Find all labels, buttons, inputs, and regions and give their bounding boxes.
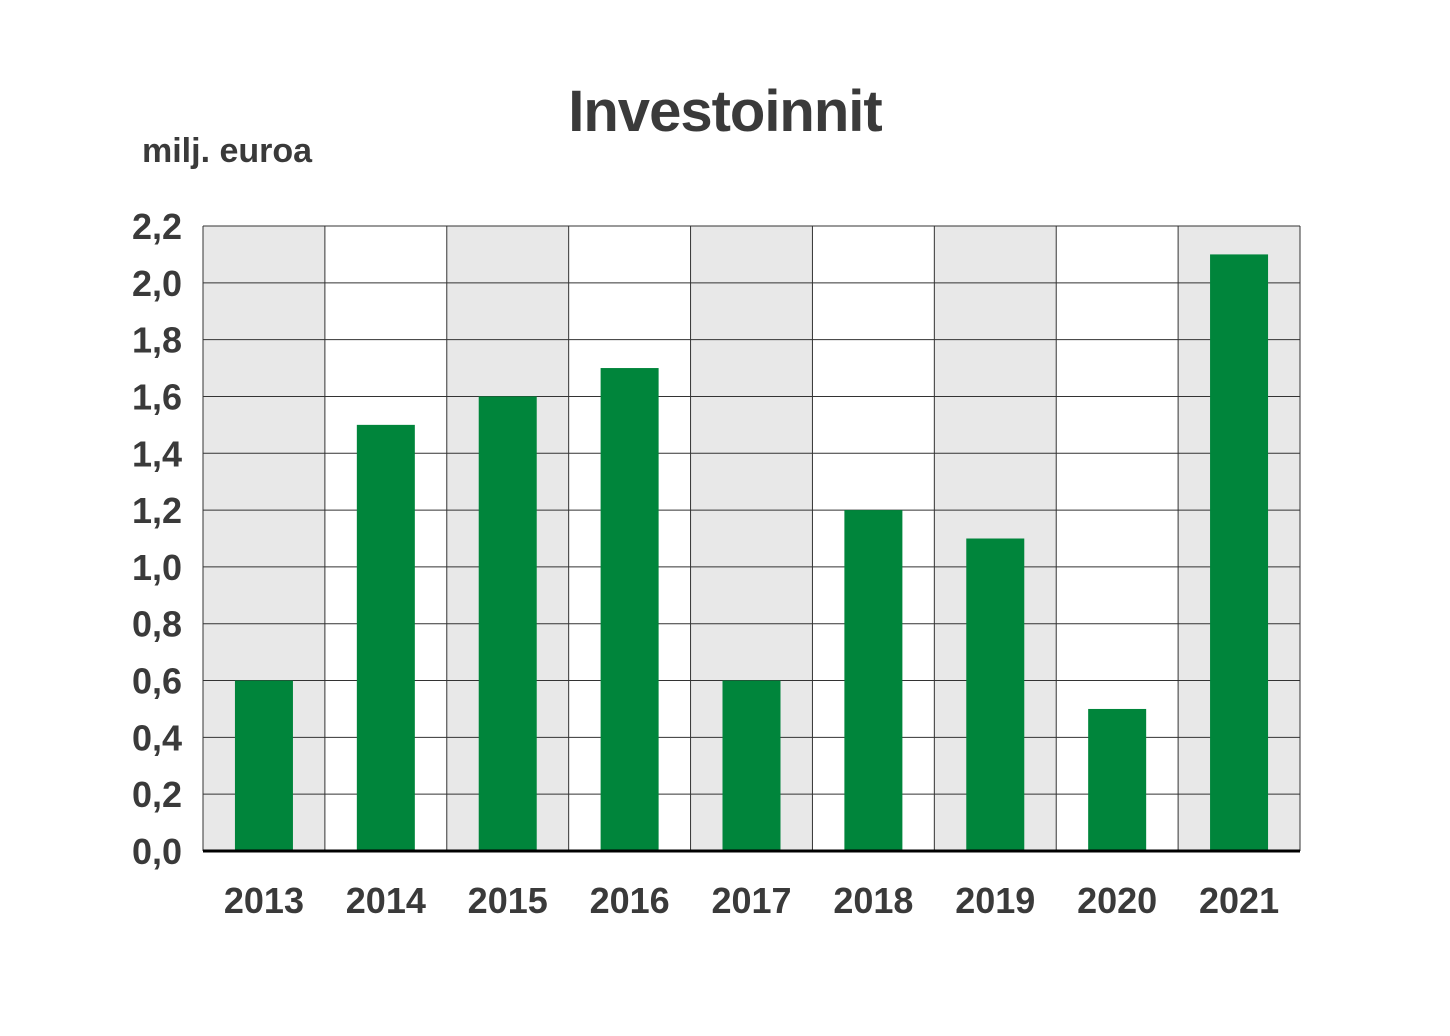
- bar-2019: [966, 538, 1025, 851]
- bar-2014: [356, 424, 415, 851]
- bars: [234, 254, 1269, 852]
- y-tick-label: 0,2: [132, 774, 182, 815]
- y-tick-label: 1,2: [132, 490, 182, 531]
- bar-2021: [1210, 254, 1269, 852]
- y-tick-label: 0,0: [132, 831, 182, 872]
- x-tick-label: 2017: [711, 880, 791, 921]
- y-tick-label: 0,4: [132, 717, 182, 758]
- bar-2018: [844, 510, 903, 851]
- bar-2020: [1088, 708, 1147, 851]
- y-tick-label: 2,2: [132, 206, 182, 247]
- x-tick-label: 2018: [833, 880, 913, 921]
- y-tick-label: 2,0: [132, 263, 182, 304]
- chart-title: Investoinnit: [568, 79, 882, 144]
- y-tick-label: 1,4: [132, 433, 182, 474]
- y-axis-unit-label: milj. euroa: [142, 132, 313, 170]
- x-tick-label: 2014: [346, 880, 426, 921]
- x-tick-label: 2016: [590, 880, 670, 921]
- y-tick-label: 1,6: [132, 376, 182, 417]
- x-tick-label: 2020: [1077, 880, 1157, 921]
- x-tick-label: 2021: [1199, 880, 1279, 921]
- bar-2017: [722, 680, 781, 851]
- y-tick-label: 0,6: [132, 661, 182, 702]
- x-tick-label: 2013: [224, 880, 304, 921]
- bar-2015: [478, 396, 537, 851]
- x-tick-labels: 2013 2014 2015 2016 2017 2018 2019 2020 2021: [224, 880, 1279, 921]
- y-tick-label: 1,0: [132, 547, 182, 588]
- bar-2016: [600, 368, 659, 851]
- y-tick-label: 1,8: [132, 320, 182, 361]
- x-tick-label: 2019: [955, 880, 1035, 921]
- y-tick-labels: 0,0 0,2 0,4 0,6 0,8 1,0 1,2 1,4 1,6 1,8 2,0 2,2: [132, 206, 182, 872]
- x-tick-label: 2015: [468, 880, 548, 921]
- y-tick-label: 0,8: [132, 604, 182, 645]
- bar-2013: [234, 680, 293, 851]
